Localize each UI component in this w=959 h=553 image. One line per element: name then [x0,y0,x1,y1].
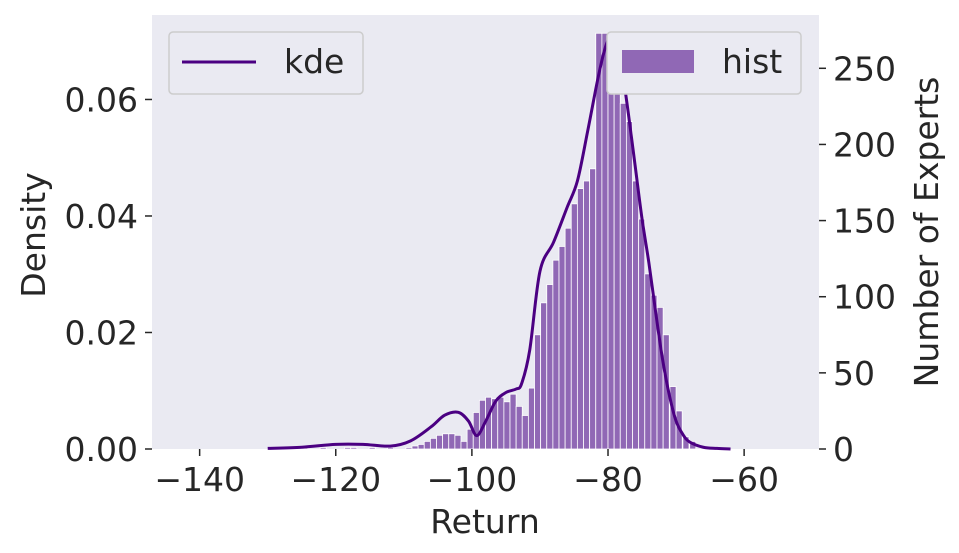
x-axis-ticks: −140 −120 −100 −80 −60 [154,449,779,499]
hist-bar [534,334,542,450]
right-y-tick-label: 150 [833,202,896,241]
right-y-tick-label: 200 [833,125,896,164]
hist-bar [595,32,603,450]
left-y-tick-label: 0.06 [65,80,138,119]
right-y-axis-ticks: 0 50 100 150 200 250 [819,49,896,469]
legend-kde: kde [168,31,364,95]
hist-bar [509,393,517,450]
hist-bar [387,447,395,450]
hist-bar [344,447,352,450]
hist-bar [613,70,621,450]
right-y-tick-label: 50 [833,354,875,393]
hist-bar [632,180,640,450]
hist-bar [546,284,554,450]
hist-bar [411,445,419,450]
hist-bar [552,259,560,450]
hist-bar [607,40,615,450]
hist-bar [460,440,468,450]
left-y-tick-label: 0.04 [65,197,138,236]
hist-bar [601,32,609,450]
hist-bar [448,433,456,450]
hist-bar [558,246,566,450]
hist-bar [503,401,511,450]
hist-bar [619,102,627,450]
hist-bar [625,121,633,450]
x-tick-label: −80 [573,460,643,499]
x-tick-label: −100 [427,460,518,499]
left-y-tick-label: 0.02 [65,313,138,352]
left-y-axis-ticks: 0.00 0.02 0.04 0.06 [65,80,152,469]
hist-bar [497,396,505,450]
hist-bar [368,447,376,450]
hist-bar [442,433,450,450]
right-y-tick-label: 250 [833,49,896,88]
hist-bar [540,302,548,450]
hist-bar [638,218,646,450]
legend-hist: hist [606,31,802,95]
left-y-axis-title: Density [14,172,53,297]
hist-bar [570,203,578,450]
x-tick-label: −140 [154,460,245,499]
right-y-tick-label: 100 [833,278,896,317]
legend-hist-swatch [622,50,694,73]
histogram-bars [301,32,697,450]
right-y-axis-title: Number of Experts [907,77,946,388]
hist-bar [583,180,591,450]
hist-bar [319,447,327,450]
hist-bar [436,434,444,450]
hist-bar [515,405,523,450]
x-tick-label: −120 [290,460,381,499]
hist-bar [423,440,431,450]
hist-bar [576,188,584,450]
hist-bar [589,168,597,450]
hist-bar [454,434,462,450]
legend-hist-label: hist [722,42,782,81]
left-y-tick-label: 0.00 [65,430,138,469]
hist-bar [644,273,652,450]
right-y-tick-label: 0 [833,430,854,469]
hist-bar [405,447,413,450]
hist-bar [417,444,425,450]
legend-hist-frame [606,31,802,95]
x-tick-label: −60 [709,460,779,499]
hist-bar [485,396,493,450]
kde-line [267,34,731,451]
x-axis-title: Return [430,502,540,541]
hist-bar [527,387,535,450]
hist-bar [521,415,529,450]
hist-bar [429,437,437,450]
legend-kde-label: kde [284,42,344,81]
legend-kde-frame [168,31,364,95]
hist-bar [350,447,358,450]
hist-bar [564,227,572,450]
